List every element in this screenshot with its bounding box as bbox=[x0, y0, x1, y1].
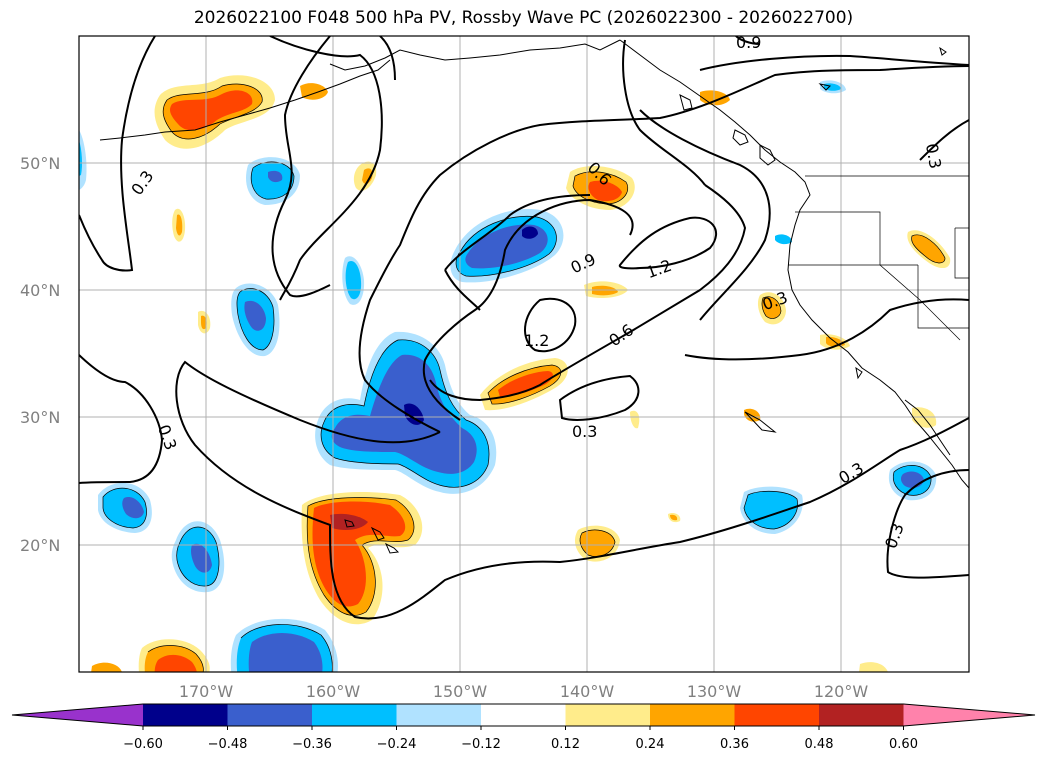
anomaly-blob bbox=[670, 514, 678, 521]
colorbar-tick-label: 0.24 bbox=[636, 737, 665, 752]
colorbar-segment bbox=[481, 704, 566, 726]
contour-label: 0.3 bbox=[127, 167, 157, 199]
anomaly-blob bbox=[170, 90, 253, 131]
anomaly-blob bbox=[700, 90, 730, 106]
colorbar-tick-label: 0.60 bbox=[889, 737, 918, 752]
colorbar-segment bbox=[734, 704, 820, 726]
anomaly-blob bbox=[404, 403, 424, 425]
colorbar: −0.60 −0.48 −0.36 −0.24 −0.12 0.12 0.24 0.36 0.4… bbox=[11, 703, 1036, 752]
anomaly-blob bbox=[362, 168, 373, 184]
contour-label: 0.6 bbox=[605, 320, 637, 350]
lon-label: 120°W bbox=[814, 682, 869, 701]
political-borders bbox=[788, 175, 969, 341]
contour-label: 0.3 bbox=[922, 142, 945, 170]
longitude-labels: 170°W 160°W 150°W 140°W 130°W 120°W bbox=[179, 682, 869, 701]
colorbar-segment bbox=[819, 704, 904, 726]
latitude-labels: 50°N 40°N 30°N 20°N bbox=[20, 154, 60, 555]
lon-label: 150°W bbox=[433, 682, 488, 701]
anomaly-blob bbox=[91, 662, 122, 672]
colorbar-tick-label: −0.48 bbox=[208, 737, 248, 752]
colorbar-segment bbox=[312, 704, 397, 726]
gridlines bbox=[79, 36, 969, 672]
anomaly-blob bbox=[154, 655, 197, 672]
lon-label: 140°W bbox=[560, 682, 615, 701]
lon-label: 130°W bbox=[687, 682, 742, 701]
anomaly-blob bbox=[268, 170, 283, 183]
anomaly-blob bbox=[859, 662, 888, 672]
anomaly-blob bbox=[122, 496, 144, 519]
contour-label: 0.3 bbox=[154, 422, 181, 452]
lat-label: 30°N bbox=[20, 408, 60, 427]
map-panel: 0.3 0.3 0.6 0.9 1.2 1.2 0.6 0.3 0.9 0.3 … bbox=[79, 33, 969, 672]
colorbar-segment bbox=[396, 704, 482, 726]
map-frame bbox=[78, 35, 970, 673]
colorbar-segment bbox=[650, 704, 735, 726]
colorbar-tick-label: −0.36 bbox=[292, 737, 332, 752]
anomaly-blob bbox=[330, 513, 368, 530]
colorbar-tick-label: 0.12 bbox=[551, 737, 580, 752]
anomaly-blob bbox=[244, 300, 266, 331]
pv-contours bbox=[79, 36, 969, 620]
lon-label: 170°W bbox=[179, 682, 234, 701]
colorbar-tick-label: 0.48 bbox=[805, 737, 834, 752]
coastlines bbox=[99, 39, 969, 554]
anomaly-blob bbox=[248, 633, 323, 672]
colorbar-segment bbox=[565, 704, 651, 726]
contour-label: 0.9 bbox=[568, 249, 599, 277]
colorbar-segment bbox=[143, 704, 228, 726]
colorbar-tick-label: −0.60 bbox=[123, 737, 163, 752]
colorbar-tick-label: 0.36 bbox=[720, 737, 749, 752]
anomaly-blob bbox=[588, 180, 622, 202]
anomaly-blob bbox=[522, 226, 538, 239]
contour-label: 0.3 bbox=[881, 521, 908, 551]
lat-label: 20°N bbox=[20, 536, 60, 555]
contour-label: 1.2 bbox=[644, 256, 674, 283]
anomaly-blob bbox=[592, 285, 618, 296]
anomaly-blob bbox=[176, 214, 183, 236]
anomaly-blob bbox=[79, 140, 83, 176]
anomaly-blob bbox=[580, 530, 615, 557]
colorbar-tick-label: −0.24 bbox=[377, 737, 417, 752]
anomaly-blob bbox=[775, 234, 792, 245]
colorbar-segment bbox=[227, 704, 313, 726]
colorbar-tick-label: −0.12 bbox=[461, 737, 501, 752]
contour-label: 0.3 bbox=[835, 458, 867, 487]
anomaly-blob bbox=[911, 234, 945, 264]
contour-label: 0.9 bbox=[736, 33, 761, 52]
contour-label: 1.2 bbox=[524, 331, 549, 350]
colorbar-extend-high bbox=[903, 704, 1035, 726]
anomaly-blob bbox=[630, 410, 640, 429]
lon-label: 160°W bbox=[306, 682, 361, 701]
anomaly-blob bbox=[762, 296, 781, 319]
colorbar-extend-low bbox=[12, 704, 143, 726]
anomaly-blob bbox=[191, 543, 212, 573]
lat-label: 40°N bbox=[20, 281, 60, 300]
pv-anomaly-fills bbox=[79, 75, 951, 672]
anomaly-blob bbox=[331, 354, 477, 474]
anomaly-blob bbox=[498, 371, 553, 397]
map-title: 2026022100 F048 500 hPa PV, Rossby Wave … bbox=[193, 8, 854, 28]
lat-label: 50°N bbox=[20, 154, 60, 173]
anomaly-blob bbox=[201, 315, 207, 330]
contour-label: 0.3 bbox=[572, 422, 597, 441]
